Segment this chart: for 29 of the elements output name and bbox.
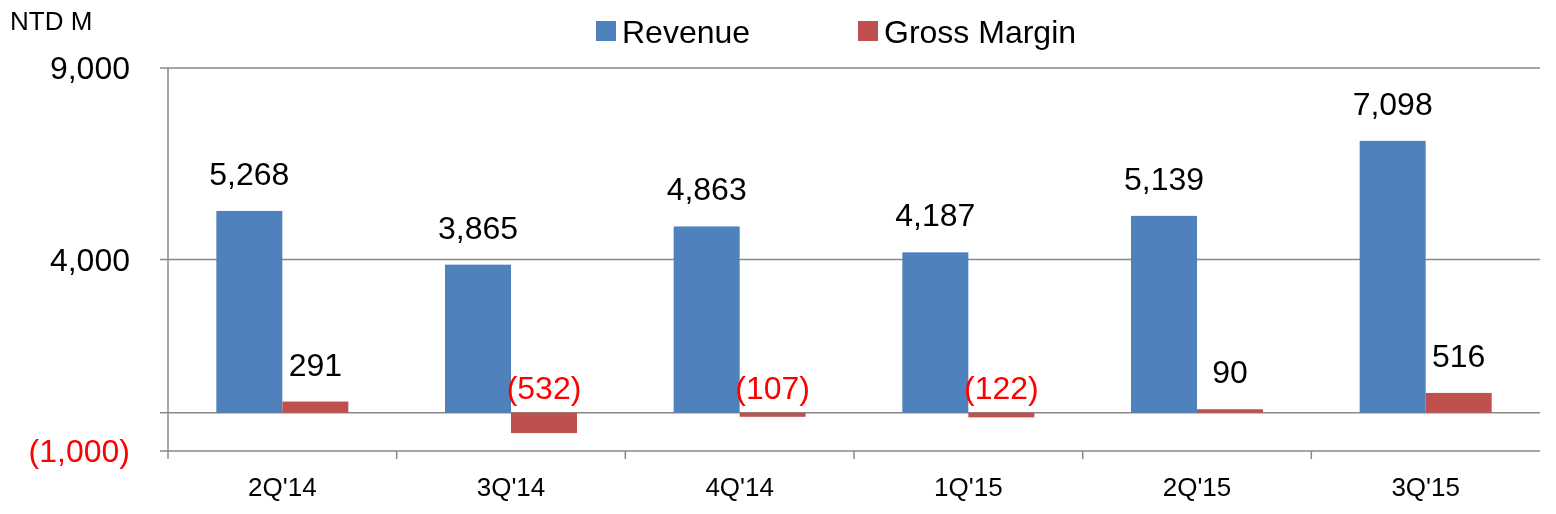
data-label: 3,865 [437,209,519,246]
legend-label: Gross Margin [884,14,1077,51]
y-tick-label: 4,000 [49,241,130,278]
data-label: 90 [1212,354,1248,391]
bar [1131,215,1197,413]
bar [1425,392,1492,413]
y-tick-label: (1,000) [28,433,130,470]
bar [739,412,806,417]
x-tick-label: 2Q'15 [1162,472,1232,502]
data-label: 516 [1431,337,1486,374]
x-tick-label: 2Q'14 [248,472,317,502]
x-tick-label: 1Q'15 [934,472,1003,502]
data-label: 7,098 [1352,85,1433,122]
bar [511,412,577,434]
x-tick-label: 3Q'14 [476,472,546,502]
y-tick-label: 9,000 [49,50,130,87]
legend-label: Revenue [622,14,751,51]
data-label: 4,187 [895,197,976,234]
bar [216,210,283,413]
bar [1197,409,1263,413]
x-tick-label: 3Q'15 [1391,472,1460,502]
data-label: 291 [288,346,343,383]
data-label: 4,863 [666,171,747,208]
bar [1359,140,1426,413]
x-tick-label: 4Q'14 [705,472,774,502]
data-label: 5,139 [1123,160,1205,197]
y-axis-title: NTD M [10,6,93,36]
data-label: 5,268 [209,155,290,192]
bar [282,401,349,413]
